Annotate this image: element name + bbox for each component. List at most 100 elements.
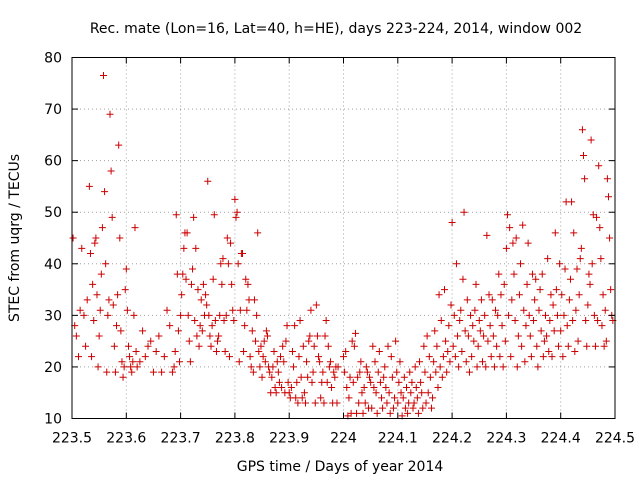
data-point <box>387 353 395 361</box>
data-point <box>395 378 403 386</box>
data-point <box>380 373 388 381</box>
data-point <box>456 317 464 325</box>
data-point <box>294 399 302 407</box>
data-point <box>296 317 304 325</box>
data-point <box>519 221 527 229</box>
data-point <box>445 322 453 330</box>
data-point <box>381 363 389 371</box>
data-point <box>573 265 581 273</box>
data-point <box>575 291 583 299</box>
data-point <box>330 368 338 376</box>
data-point <box>514 332 522 340</box>
data-point <box>83 296 91 304</box>
data-point <box>232 213 240 221</box>
data-point <box>207 342 215 350</box>
data-point <box>170 363 178 371</box>
data-point <box>304 373 312 381</box>
data-point <box>96 306 104 314</box>
data-point <box>584 301 592 309</box>
data-point <box>319 368 327 376</box>
data-point <box>505 311 513 319</box>
data-point <box>86 249 94 257</box>
data-point <box>227 239 235 247</box>
data-point <box>149 368 157 376</box>
data-point <box>414 409 422 417</box>
data-point <box>95 332 103 340</box>
data-point <box>257 342 265 350</box>
x-tick-label: 224.5 <box>595 431 635 447</box>
data-point <box>113 322 121 330</box>
x-tick-label: 224.3 <box>486 431 526 447</box>
data-point <box>128 368 136 376</box>
data-point <box>438 373 446 381</box>
data-point <box>131 224 139 232</box>
data-point <box>277 353 285 361</box>
data-point <box>501 337 509 345</box>
data-point <box>374 368 382 376</box>
data-point <box>108 213 116 221</box>
data-point <box>295 353 303 361</box>
data-point <box>371 358 379 366</box>
data-point <box>291 322 299 330</box>
data-point <box>256 363 264 371</box>
data-point <box>313 332 321 340</box>
data-point <box>206 332 214 340</box>
data-point <box>219 255 227 263</box>
data-point <box>433 342 441 350</box>
data-point <box>312 301 320 309</box>
data-point <box>325 363 333 371</box>
data-point <box>406 368 414 376</box>
data-point <box>172 211 180 219</box>
data-point <box>372 389 380 397</box>
data-point <box>588 260 596 268</box>
data-point <box>217 260 225 268</box>
data-point <box>317 394 325 402</box>
data-point <box>306 332 314 340</box>
data-point <box>475 317 483 325</box>
data-point <box>97 270 105 278</box>
data-point <box>472 280 480 288</box>
data-point <box>558 291 566 299</box>
data-point <box>357 358 365 366</box>
data-point <box>168 368 176 376</box>
data-point <box>242 275 250 283</box>
data-point <box>430 358 438 366</box>
data-point <box>480 332 488 340</box>
data-point <box>316 358 324 366</box>
data-point <box>136 358 144 366</box>
y-tick-labels: 10 20 30 40 50 60 70 80 <box>44 51 62 428</box>
data-point <box>494 311 502 319</box>
data-point <box>452 260 460 268</box>
data-point <box>528 270 536 278</box>
data-point <box>320 399 328 407</box>
data-point <box>69 234 77 242</box>
y-tick-label: 30 <box>44 308 62 324</box>
data-point <box>560 311 568 319</box>
data-point <box>599 291 607 299</box>
data-point <box>359 409 367 417</box>
data-point <box>111 368 119 376</box>
data-point <box>208 322 216 330</box>
data-point <box>469 322 477 330</box>
data-point <box>203 301 211 309</box>
data-point <box>389 404 397 412</box>
data-point <box>288 347 296 355</box>
data-point <box>229 306 237 314</box>
data-point <box>233 208 241 216</box>
data-point <box>321 332 329 340</box>
data-point <box>261 358 269 366</box>
data-point <box>537 327 545 335</box>
data-point <box>282 337 290 345</box>
x-tick-label: 223.5 <box>52 431 92 447</box>
data-point <box>408 378 416 386</box>
data-point <box>563 322 571 330</box>
data-point <box>244 280 252 288</box>
data-point <box>470 337 478 345</box>
data-point <box>518 342 526 350</box>
data-point <box>193 332 201 340</box>
data-point <box>541 311 549 319</box>
data-point <box>115 141 123 149</box>
data-point <box>94 363 102 371</box>
data-point <box>568 198 576 206</box>
data-point <box>211 317 219 325</box>
